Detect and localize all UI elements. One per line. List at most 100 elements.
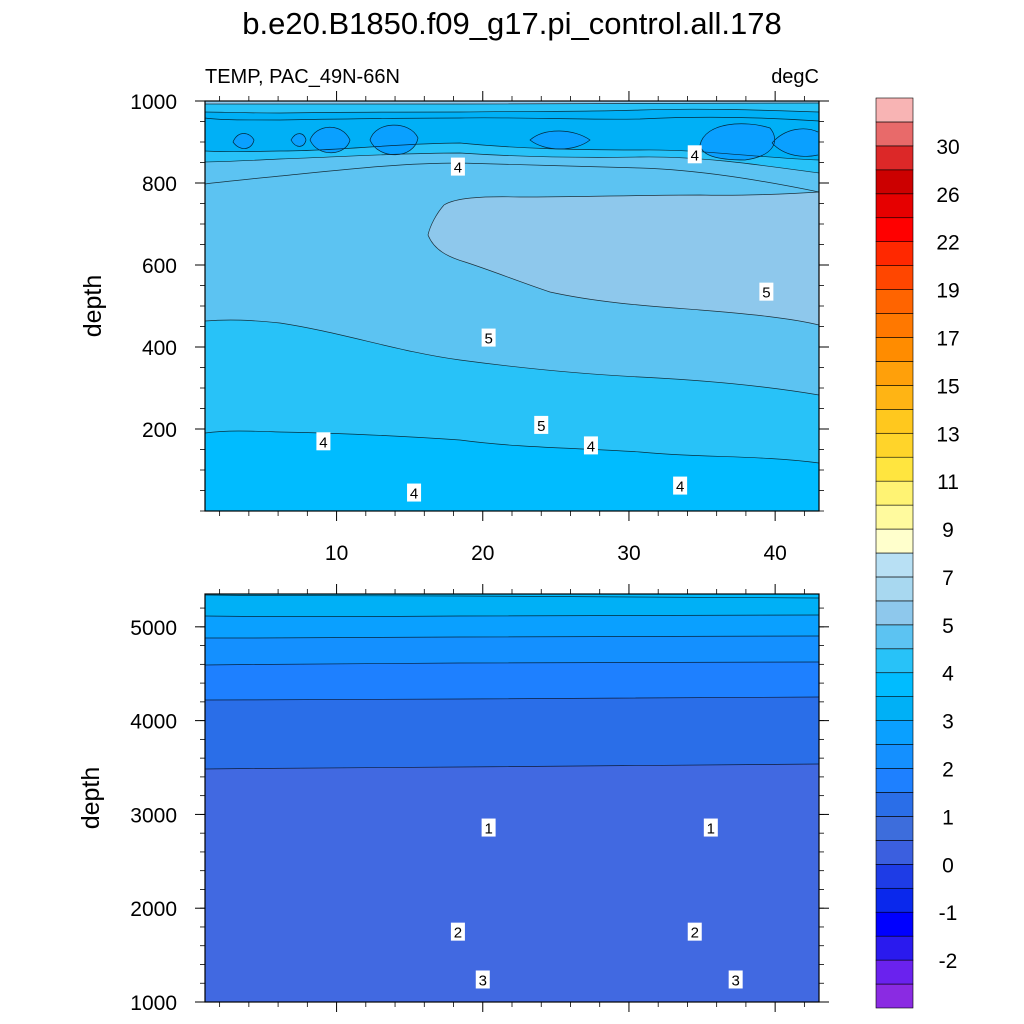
upper-axis-ticks	[195, 91, 829, 521]
contour-label: 4	[454, 160, 462, 177]
colorbar-label: -1	[939, 902, 958, 925]
colorbar-swatch	[875, 624, 914, 650]
contour-label: 2	[691, 925, 699, 942]
colorbar-label: 15	[936, 375, 959, 398]
colorbar-swatch	[875, 768, 914, 793]
colorbar-swatch	[875, 337, 914, 362]
figure-title: b.e20.B1850.f09_g17.pi_control.all.178	[242, 6, 782, 41]
y-tick-label: 2000	[130, 898, 177, 921]
contour-label: 5	[537, 418, 545, 435]
colorbar-label: 30	[936, 136, 959, 159]
contour-label-box	[728, 970, 743, 989]
contour-line	[205, 162, 819, 193]
colorbar-swatch	[875, 265, 914, 290]
colorbar-swatch	[875, 935, 914, 961]
contour-label: 4	[587, 438, 595, 455]
contour-label-box	[316, 432, 331, 451]
colorbar-swatch	[875, 193, 914, 219]
lower-y-tick-labels: 1000 2000 3000 4000 5000	[130, 617, 177, 1015]
colorbar-swatch	[875, 720, 914, 745]
colorbar-swatch	[875, 864, 914, 889]
contour-label-box	[687, 922, 702, 941]
upper-contour-fill	[205, 101, 819, 511]
colorbar-label: 22	[936, 232, 959, 255]
contour-line	[205, 763, 819, 770]
contour-label-box	[703, 818, 718, 837]
y-tick-label: 4000	[130, 711, 177, 734]
colorbar-swatch	[875, 648, 914, 674]
contour-label: 4	[319, 434, 327, 451]
upper-x-tick-labels: 10 20 30 40	[325, 542, 787, 565]
upper-contour-labels: 4 4 4 4 5 5 5 4 4	[316, 145, 774, 503]
colorbar-swatch	[875, 744, 914, 769]
colorbar-swatch	[875, 696, 914, 721]
colorbar-swatch	[875, 504, 914, 530]
colorbar-swatch	[875, 600, 914, 626]
colorbar-label: 3	[942, 711, 954, 734]
contour-line	[205, 152, 819, 174]
colorbar-label: -2	[939, 950, 958, 973]
colorbar-label: 2	[942, 759, 954, 782]
colorbar-swatch	[875, 432, 914, 458]
colorbar-swatch	[875, 840, 914, 865]
y-tick-label: 1000	[130, 91, 177, 114]
y-tick-label: 400	[142, 337, 177, 360]
contour-line	[427, 191, 819, 326]
units-label: degC	[771, 66, 819, 88]
contour-label: 5	[762, 285, 770, 302]
x-tick-label: 10	[325, 542, 348, 565]
fill-band	[233, 123, 818, 160]
contour-label-box	[450, 922, 465, 941]
colorbar-swatch	[875, 552, 914, 578]
upper-panel: 4 4 4 4 5 5 5 4 4 200 400 600 800 1000 10 20 30 40 dept…	[79, 91, 829, 565]
colorbar-swatch	[875, 313, 914, 338]
contour-label-box	[534, 415, 549, 434]
y-tick-label: 800	[142, 173, 177, 196]
colorbar-swatch	[875, 121, 914, 147]
x-tick-label: 30	[617, 542, 640, 565]
colorbar-label: 9	[942, 519, 954, 542]
contour-line	[205, 116, 819, 122]
y-tick-label: 5000	[130, 617, 177, 640]
contour-label: 2	[454, 925, 462, 942]
colorbar-swatch	[875, 528, 914, 554]
colorbar-swatch	[875, 672, 914, 697]
contour-label-box	[759, 282, 774, 301]
contour-label: 3	[479, 972, 487, 989]
colorbar-label: 0	[942, 854, 954, 877]
colorbar-label: 1	[942, 806, 954, 829]
upper-y-tick-labels: 200 400 600 800 1000	[130, 91, 177, 442]
colorbar-label: 19	[936, 280, 959, 303]
contour-line	[232, 123, 819, 161]
fill-band	[428, 192, 819, 325]
contour-label: 4	[676, 479, 684, 496]
colorbar-swatch	[875, 911, 914, 937]
colorbar-swatch	[875, 289, 914, 314]
y-tick-label: 3000	[130, 804, 177, 827]
contour-label-box	[407, 483, 422, 502]
colorbar-swatch	[875, 456, 914, 482]
colorbar-swatch	[875, 887, 914, 913]
colorbar-label: 5	[942, 615, 954, 638]
colorbar-label: 26	[936, 184, 959, 207]
contour-line	[205, 108, 819, 114]
lower-contour-labels: 3 3 2 2 1 1	[450, 818, 743, 989]
x-tick-label: 20	[471, 542, 494, 565]
colorbar-label: 17	[936, 327, 959, 350]
lower-axis-ticks	[195, 584, 829, 1012]
fill-band	[205, 594, 819, 617]
colorbar-swatch	[875, 385, 914, 410]
contour-line	[205, 319, 819, 396]
contour-label: 4	[691, 147, 699, 164]
contour-label-box	[481, 328, 496, 347]
contour-label: 5	[484, 331, 492, 348]
y-tick-label: 1000	[130, 992, 177, 1015]
upper-y-axis-label: depth	[79, 275, 107, 338]
contour-line	[205, 696, 819, 701]
colorbar-swatch	[875, 361, 914, 386]
colorbar-swatch	[875, 145, 914, 171]
contour-line	[205, 594, 819, 599]
colorbar-swatch	[875, 576, 914, 602]
contour-line	[205, 635, 819, 639]
